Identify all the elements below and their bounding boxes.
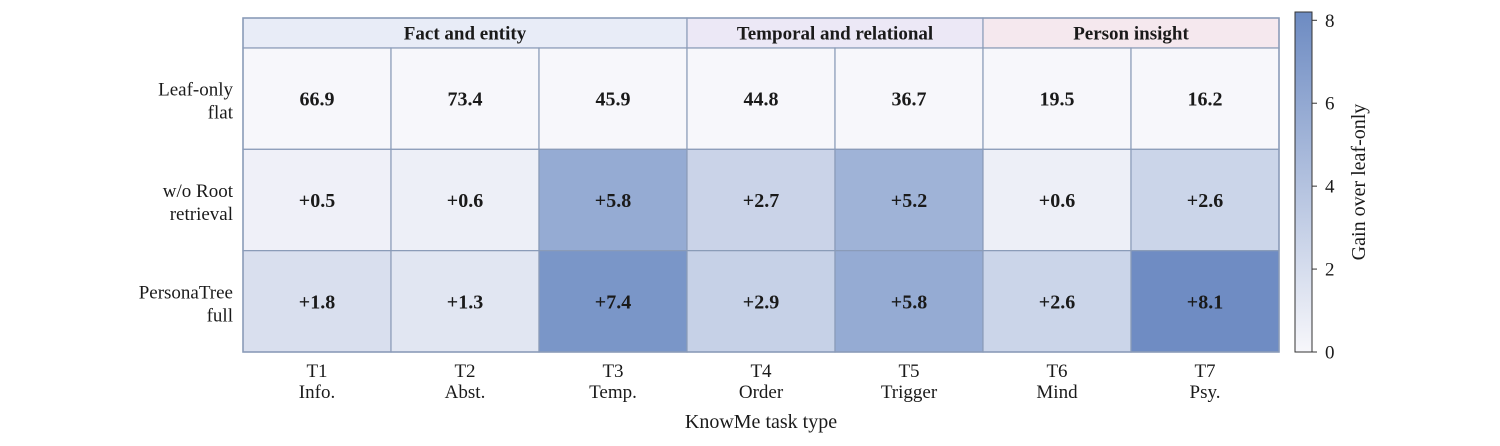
column-name-label: Psy.: [1190, 382, 1221, 403]
group-header-band: [242, 17, 688, 49]
heatmap-cell: [686, 148, 836, 252]
cell-value-label: +0.5: [299, 190, 335, 212]
heatmap-cell: [538, 250, 688, 353]
cell-value-label: +5.2: [891, 190, 927, 212]
colorbar-tick-label: 6: [1325, 94, 1335, 115]
colorbar-tick-label: 8: [1325, 11, 1335, 32]
row-label: retrieval: [170, 204, 233, 225]
column-id-label: T3: [602, 361, 623, 382]
row-label: PersonaTree: [139, 282, 233, 303]
column-name-label: Temp.: [589, 382, 637, 403]
row-label: flat: [208, 103, 234, 124]
row-label: Leaf-only: [158, 80, 233, 101]
column-id-label: T7: [1194, 361, 1215, 382]
heatmap-cell: [538, 148, 688, 252]
colorbar-title: Gain over leaf-only: [1348, 104, 1370, 261]
group-header-label: Fact and entity: [404, 24, 527, 45]
cell-value-label: +0.6: [447, 190, 483, 212]
heatmap-cell: [1130, 47, 1280, 150]
column-id-label: T6: [1046, 361, 1067, 382]
cell-value-label: +0.6: [1039, 190, 1075, 212]
column-name-label: Order: [739, 382, 784, 403]
column-name-label: Abst.: [445, 382, 486, 403]
group-header-label: Temporal and relational: [737, 24, 933, 45]
heatmap-cell: [390, 47, 540, 150]
column-id-label: T4: [750, 361, 772, 382]
heatmap-cell: [390, 148, 540, 252]
cell-value-label: +8.1: [1187, 291, 1223, 313]
cell-value-label: 44.8: [744, 89, 779, 111]
colorbar-tick-label: 4: [1325, 177, 1335, 198]
column-id-label: T2: [454, 361, 475, 382]
x-axis-title: KnowMe task type: [685, 411, 837, 433]
heatmap-cell: [538, 47, 688, 150]
colorbar-tick-label: 0: [1325, 343, 1335, 364]
heatmap-cell: [834, 148, 984, 252]
cell-value-label: 19.5: [1040, 89, 1075, 111]
cell-value-label: +2.6: [1187, 190, 1223, 212]
column-name-label: Mind: [1036, 382, 1078, 403]
cell-value-label: 36.7: [892, 89, 927, 111]
heatmap-cell: [982, 250, 1132, 353]
column-name-label: Trigger: [881, 382, 938, 403]
heatmap-cell: [686, 250, 836, 353]
cell-value-label: +1.3: [447, 291, 483, 313]
cell-value-label: +7.4: [595, 291, 631, 313]
row-label: full: [207, 305, 233, 326]
heatmap-cell: [834, 250, 984, 353]
cell-value-label: 66.9: [300, 89, 335, 111]
heatmap-cell: [1130, 148, 1280, 252]
colorbar-tick-label: 2: [1325, 260, 1335, 281]
cell-value-label: +5.8: [891, 291, 927, 313]
column-name-label: Info.: [299, 382, 335, 403]
row-label: w/o Root: [163, 181, 234, 202]
cell-value-label: +2.7: [743, 190, 779, 212]
cell-value-label: +2.9: [743, 291, 779, 313]
group-header-band: [686, 17, 984, 49]
column-id-label: T5: [898, 361, 919, 382]
column-id-label: T1: [306, 361, 327, 382]
cell-value-label: 16.2: [1188, 89, 1223, 111]
heatmap-cell: [982, 148, 1132, 252]
group-header-label: Person insight: [1073, 24, 1189, 45]
colorbar: [1294, 11, 1313, 353]
cell-value-label: +2.6: [1039, 291, 1075, 313]
heatmap-cell: [390, 250, 540, 353]
cell-value-label: 45.9: [596, 89, 631, 111]
cell-value-label: +1.8: [299, 291, 335, 313]
cell-value-label: 73.4: [448, 89, 483, 111]
heatmap-cell: [242, 47, 392, 150]
heatmap-frame: [242, 17, 1280, 353]
cell-value-label: +5.8: [595, 190, 631, 212]
heatmap-cell: [834, 47, 984, 150]
